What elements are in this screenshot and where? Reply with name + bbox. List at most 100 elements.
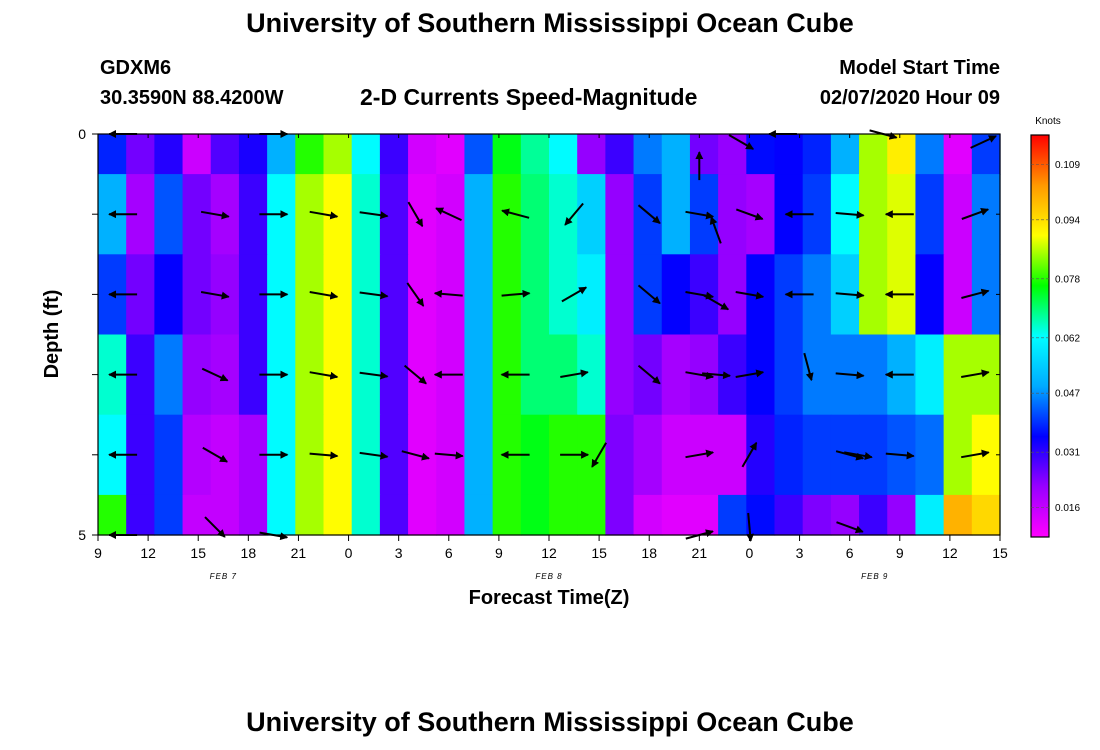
heatmap-cell: [915, 254, 945, 336]
heatmap-cell: [577, 174, 606, 255]
current-arrow: [741, 441, 758, 468]
heatmap-cell: [915, 414, 945, 496]
current-arrow: [406, 282, 425, 307]
current-arrow: [403, 364, 427, 385]
heatmap-cell: [464, 414, 494, 496]
current-arrow: [401, 450, 430, 461]
heatmap-cell: [633, 414, 663, 496]
x-tick-label: 6: [445, 545, 453, 561]
x-tick-label: 18: [641, 545, 657, 561]
heatmap-cell: [915, 334, 945, 416]
heatmap-cell: [182, 334, 212, 416]
heatmap-cell: [633, 334, 663, 416]
heatmap-cell: [520, 254, 550, 336]
current-arrow: [961, 288, 990, 299]
colorbar-tick-label: 0.031: [1055, 448, 1080, 459]
heatmap-cell: [887, 134, 917, 175]
heatmap-cell: [408, 174, 437, 255]
model-start-label: Model Start Time: [839, 57, 1000, 79]
x-tick-label: 18: [241, 545, 257, 561]
x-tick-label: 0: [746, 545, 754, 561]
heatmap-cell: [182, 254, 212, 336]
x-tick-label: 3: [395, 545, 403, 561]
current-arrow: [835, 450, 865, 461]
heatmap-cell: [661, 134, 691, 175]
heatmap-cell: [915, 134, 945, 175]
x-tick-label: 3: [796, 545, 804, 561]
page-title: University of Southern Mississippi Ocean…: [246, 8, 854, 38]
model-start-time: 02/07/2020 Hour 09: [819, 87, 1000, 109]
heatmap-cell: [408, 494, 437, 536]
heatmap-cell: [605, 174, 635, 255]
heatmap-cell: [577, 134, 606, 175]
heatmap-cell: [182, 494, 212, 536]
heatmap-cell: [774, 414, 804, 496]
currents-heatmap-chart: 9 12 15 18 21 0 3 6 9 12 15 18 21 0 3 6 9 12 15 0 5 FEB 7 FEB …: [41, 116, 1080, 609]
current-arrow: [885, 451, 915, 460]
current-arrow: [359, 451, 389, 460]
heatmap-cell: [520, 174, 550, 255]
heatmap-cell: [154, 334, 184, 416]
x-tick-label: 0: [345, 545, 353, 561]
colorbar-ramp: [1030, 134, 1050, 538]
current-arrow: [501, 208, 530, 219]
heatmap-cell: [379, 414, 409, 496]
heatmap-cell: [492, 494, 522, 536]
colorbar-tick-label: 0.016: [1055, 503, 1080, 514]
current-arrow: [685, 210, 715, 220]
current-arrow: [407, 201, 424, 228]
current-arrow: [961, 369, 990, 378]
heatmap-cell: [295, 494, 325, 536]
heatmap-cell: [351, 494, 381, 536]
x-tick-label: 12: [140, 545, 156, 561]
heatmap-cell: [182, 414, 212, 496]
heatmap-cell: [154, 494, 184, 536]
current-arrow: [309, 451, 339, 460]
current-arrow: [359, 371, 389, 380]
heatmap-cell: [943, 134, 973, 175]
heatmap-cell: [436, 494, 466, 536]
heatmap-cell: [295, 334, 325, 416]
heatmap-cell: [154, 174, 184, 255]
heatmap-cell: [971, 494, 1001, 536]
colorbar: Knots 0.109 0.094 0.078 0.062 0.047 0.031 0.01…: [1030, 116, 1080, 538]
heatmap-cell: [661, 414, 691, 496]
heatmap-cell: [661, 494, 691, 536]
heatmap-cell: [267, 494, 296, 536]
heatmap-cell: [323, 494, 353, 536]
heatmap-cell: [718, 494, 747, 536]
heatmap-cell: [605, 254, 635, 336]
heatmap-cell: [492, 134, 522, 175]
heatmap-cell: [915, 174, 945, 255]
y-tick-label: 5: [78, 527, 86, 543]
heatmap-cell: [549, 134, 578, 175]
day-label: FEB 9: [861, 572, 888, 581]
day-label: FEB 7: [210, 572, 237, 581]
heatmap-cell: [408, 254, 437, 336]
heatmap-cell: [408, 134, 437, 175]
heatmap-cell: [633, 174, 663, 255]
current-arrow: [685, 291, 715, 300]
current-arrow: [561, 286, 588, 303]
heatmap-cell: [295, 174, 325, 255]
x-tick-label: 15: [591, 545, 607, 561]
current-arrow: [835, 210, 865, 219]
footer-title: University of Southern Mississippi Ocean…: [246, 707, 854, 737]
heatmap-cell: [379, 254, 409, 336]
heatmap-cell: [464, 254, 494, 336]
heatmap-cell: [633, 254, 663, 336]
current-arrow: [961, 208, 990, 220]
heatmap-cell: [238, 134, 268, 175]
current-arrow: [735, 291, 765, 300]
heatmap-cell: [154, 134, 184, 175]
current-arrow: [961, 449, 990, 459]
current-arrow: [433, 289, 463, 298]
heatmap-cell: [746, 494, 776, 536]
current-arrow: [637, 284, 661, 305]
current-arrow: [835, 291, 865, 299]
heatmap-cell: [718, 414, 747, 496]
x-tick-label: 21: [692, 545, 708, 561]
heatmap-cell: [408, 414, 437, 496]
heatmap-cell: [379, 134, 409, 175]
heatmap-cell: [126, 134, 155, 175]
